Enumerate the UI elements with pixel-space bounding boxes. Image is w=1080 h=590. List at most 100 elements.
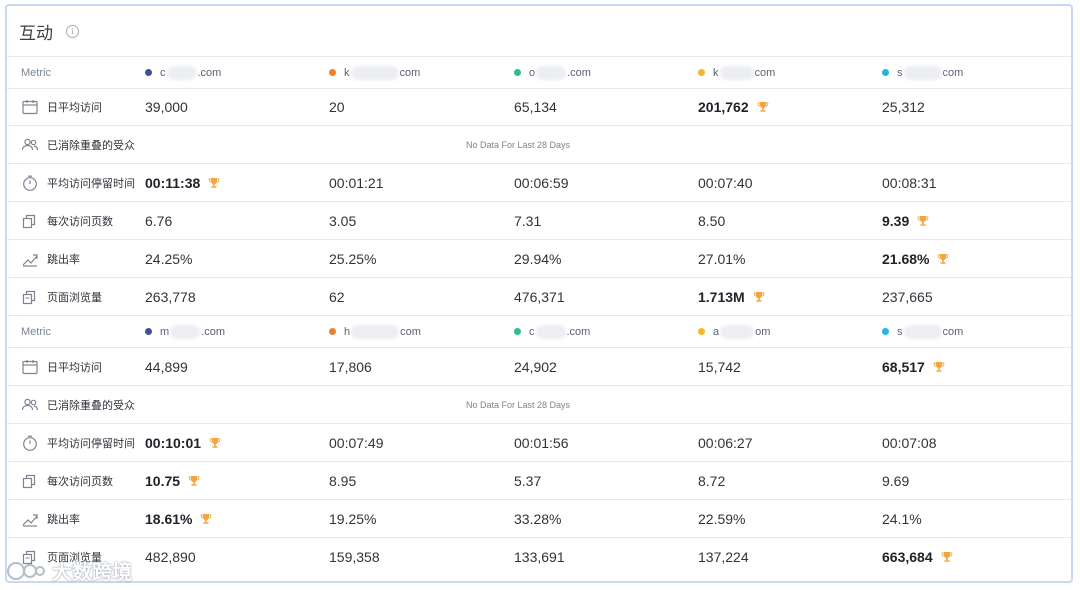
redacted-domain [350, 65, 399, 80]
metric-value: 15,742 [698, 359, 882, 375]
value-text: 159,358 [329, 548, 380, 565]
value-text: 15,742 [698, 358, 741, 375]
competitor-domain[interactable]: o .com [514, 65, 698, 80]
value-text: 00:01:21 [329, 174, 384, 191]
domain-prefix: k [344, 66, 350, 79]
metric-label: 日平均访问 [7, 98, 145, 116]
metric-label-text: 平均访问停留时间 [47, 437, 135, 450]
metric-label: 每次访问页数 [7, 212, 145, 230]
value-text: 1.713M [698, 288, 745, 305]
metric-label: 每次访问页数 [7, 472, 145, 490]
redacted-domain [903, 65, 942, 80]
metric-value: 00:08:31 [882, 175, 1071, 191]
series-dot [514, 69, 521, 76]
value-text: 62 [329, 288, 345, 305]
card-header: 互动 i [7, 6, 1071, 57]
metric-row-bounce-rate: 跳出率 24.25% 25.25% 29.94% 27.01% 21.68% [7, 240, 1071, 278]
metric-value: 25,312 [882, 99, 1071, 115]
metric-value: 25.25% [329, 251, 514, 267]
metric-label: 平均访问停留时间 [7, 434, 145, 452]
domain-prefix: o [529, 66, 536, 79]
metric-value: 00:11:38 [145, 175, 329, 191]
metric-value: 201,762 [698, 99, 882, 115]
value-text: 68,517 [882, 358, 925, 375]
metric-label: 日平均访问 [7, 358, 145, 376]
metric-value: 21.68% [882, 251, 1071, 267]
domain-prefix: a [713, 325, 720, 338]
value-text: 00:10:01 [145, 434, 202, 451]
trophy-icon [938, 253, 949, 264]
trophy-icon [917, 215, 929, 226]
value-text: 482,890 [145, 548, 196, 565]
metric-value: 29.94% [514, 251, 698, 267]
domain-prefix: m [160, 325, 170, 338]
competitor-domain[interactable]: k com [698, 65, 882, 80]
value-text: 25.25% [329, 250, 377, 267]
competitor-domain[interactable]: k com [329, 65, 514, 80]
value-text: 29.94% [514, 250, 562, 267]
metric-label-text: 跳出率 [47, 513, 80, 526]
watermark: 大数跨境 [6, 556, 132, 585]
metric-label: 跳出率 [7, 510, 145, 528]
no-data-message: No Data For Last 28 Days [465, 399, 571, 410]
domain-suffix: com [942, 325, 964, 338]
metric-label-text: 平均访问停留时间 [47, 177, 135, 190]
value-text: 663,684 [882, 548, 933, 565]
domain-suffix: com [754, 66, 776, 79]
redacted-domain [536, 65, 567, 80]
value-text: 20 [329, 99, 345, 115]
metric-value: 19.25% [329, 511, 514, 527]
metric-label-text: 跳出率 [47, 253, 80, 266]
metric-value: 8.50 [698, 213, 882, 229]
value-text: 7.31 [514, 212, 542, 229]
metric-value: 00:01:21 [329, 175, 514, 191]
metric-value: 237,665 [882, 289, 1071, 305]
value-text: 00:01:56 [514, 434, 569, 451]
metric-label: 已消除重叠的受众 [7, 136, 145, 154]
metric-value: 137,224 [698, 549, 882, 565]
metric-value: 663,684 [882, 549, 1071, 565]
info-icon[interactable]: i [66, 24, 79, 38]
metric-value: 00:06:59 [514, 175, 698, 191]
metric-value: 7.31 [514, 213, 698, 229]
metric-value: 33.28% [514, 511, 698, 527]
metric-value: 22.59% [698, 511, 882, 527]
metric-label-text: 日平均访问 [47, 102, 102, 114]
no-data-message: No Data For Last 28 Days [465, 139, 571, 150]
value-text: 00:06:27 [698, 434, 753, 451]
metric-value: 27.01% [698, 251, 882, 267]
competitor-domain[interactable]: m .com [145, 324, 329, 339]
value-text: 24.1% [882, 510, 922, 527]
series-dot [698, 328, 705, 335]
metric-row-dedup-audience: 已消除重叠的受众 No Data For Last 28 Days [7, 386, 1071, 424]
metric-value: 00:07:08 [882, 435, 1071, 451]
redacted-domain [166, 65, 197, 80]
metric-row-bounce-rate: 跳出率 18.61% 19.25% 33.28% 22.59% 24.1% [7, 500, 1071, 538]
domain-suffix: .com [566, 325, 591, 338]
metric-value: 18.61% [145, 511, 329, 527]
series-dot [145, 69, 152, 76]
trophy-icon [188, 475, 200, 486]
value-text: 476,371 [514, 288, 565, 305]
competitor-domain[interactable]: c .com [145, 65, 329, 80]
value-text: 18.61% [145, 510, 193, 527]
metric-value: 476,371 [514, 289, 698, 305]
competitor-domain[interactable]: s com [882, 65, 1071, 80]
metric-value: 39,000 [145, 99, 329, 115]
value-text: 5.37 [514, 472, 542, 489]
redacted-domain [351, 324, 400, 339]
metric-value: 00:01:56 [514, 435, 698, 451]
value-text: 8.72 [698, 472, 726, 489]
competitor-domain[interactable]: c .com [514, 324, 698, 339]
metric-label-text: 每次访问页数 [47, 475, 113, 488]
metric-label: 已消除重叠的受众 [7, 396, 145, 414]
pages-icon [22, 214, 36, 228]
competitor-domain[interactable]: h com [329, 324, 514, 339]
metric-row-avg-duration: 平均访问停留时间 00:11:38 00:01:21 00:06:59 00:07:40… [7, 164, 1071, 202]
competitor-domain[interactable]: s com [882, 324, 1071, 339]
competitor-domain[interactable]: a om [698, 324, 882, 339]
metric-header: Metric [21, 325, 51, 338]
series-dot [329, 328, 336, 335]
value-text: 10.75 [145, 472, 181, 489]
metric-label: 页面浏览量 [7, 288, 145, 306]
